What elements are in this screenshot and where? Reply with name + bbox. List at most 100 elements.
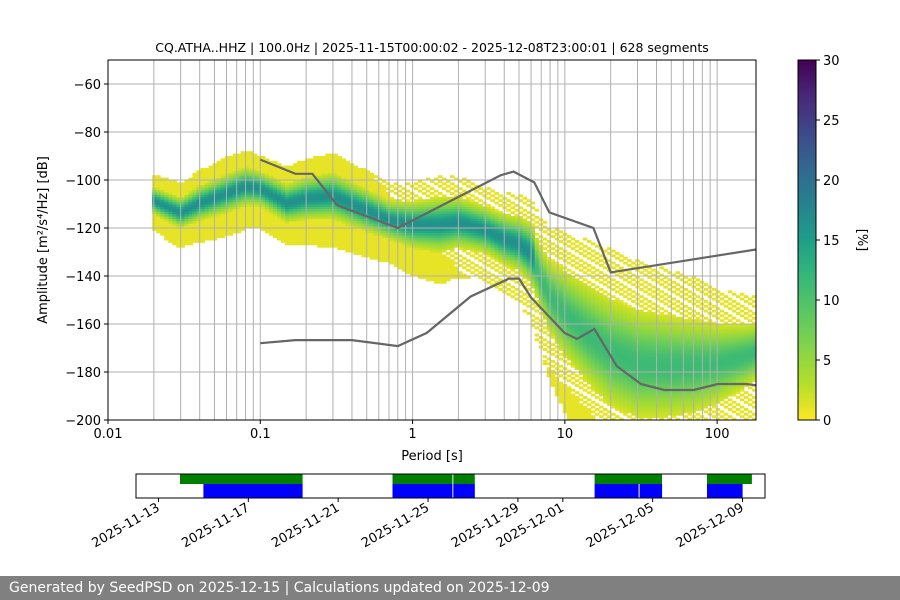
heatmap-cell bbox=[651, 442, 656, 445]
heatmap-cell bbox=[450, 242, 455, 246]
heatmap-cell bbox=[313, 242, 318, 246]
heatmap-cell bbox=[615, 316, 620, 320]
heatmap-cell bbox=[192, 175, 197, 179]
heatmap-cell bbox=[417, 276, 423, 279]
heatmap-cell bbox=[454, 268, 459, 272]
heatmap-cell bbox=[554, 393, 560, 397]
heatmap-cell bbox=[325, 230, 330, 234]
heatmap-cell bbox=[240, 177, 246, 181]
heatmap-cell bbox=[305, 158, 310, 162]
heatmap-cell bbox=[590, 343, 596, 347]
heatmap-cell bbox=[570, 328, 576, 332]
heatmap-cell bbox=[160, 225, 165, 229]
heatmap-cell bbox=[188, 199, 193, 203]
heatmap-cell bbox=[458, 244, 463, 248]
heatmap-cell bbox=[558, 280, 564, 284]
heatmap-cell bbox=[389, 228, 395, 231]
heatmap-cell bbox=[228, 182, 234, 186]
heatmap-cell bbox=[599, 271, 604, 275]
heatmap-cell bbox=[442, 249, 447, 253]
heatmap-cell bbox=[554, 345, 560, 349]
heatmap-cell bbox=[586, 369, 592, 373]
heatmap-cell bbox=[297, 201, 302, 205]
heatmap-cell bbox=[607, 302, 612, 306]
heatmap-cell bbox=[611, 295, 616, 299]
heatmap-cell bbox=[446, 225, 451, 229]
heatmap-cell bbox=[369, 204, 375, 207]
heatmap-cell bbox=[550, 302, 556, 306]
heatmap-cell bbox=[611, 372, 616, 375]
heatmap-cell bbox=[313, 240, 318, 243]
heatmap-cell bbox=[631, 384, 636, 387]
heatmap-cell bbox=[160, 177, 165, 181]
heatmap-cell bbox=[373, 208, 379, 212]
heatmap-cell bbox=[631, 396, 636, 399]
heatmap-cell bbox=[305, 235, 310, 239]
heatmap-cell bbox=[619, 266, 624, 270]
heatmap-cell bbox=[429, 273, 435, 277]
heatmap-cell bbox=[647, 400, 652, 404]
heatmap-cell bbox=[550, 314, 556, 318]
heatmap-cell bbox=[240, 158, 246, 162]
heatmap-cell bbox=[599, 295, 604, 299]
heatmap-cell bbox=[252, 165, 258, 169]
heatmap-cell bbox=[357, 180, 362, 183]
heatmap-cell bbox=[236, 172, 242, 176]
heatmap-cell bbox=[631, 338, 636, 342]
heatmap-cell bbox=[297, 235, 302, 239]
heatmap-cell bbox=[554, 386, 560, 390]
heatmap-cell bbox=[192, 235, 197, 239]
heatmap-cell bbox=[643, 326, 648, 330]
heatmap-cell bbox=[180, 211, 185, 215]
heatmap-cell bbox=[325, 196, 330, 200]
heatmap-cell bbox=[611, 367, 616, 371]
heatmap-cell bbox=[345, 211, 350, 215]
heatmap-cell bbox=[643, 437, 648, 440]
heatmap-cell bbox=[236, 194, 242, 198]
heatmap-cell bbox=[514, 232, 519, 236]
heatmap-cell bbox=[405, 223, 411, 227]
heatmap-cell bbox=[611, 403, 616, 407]
heatmap-cell bbox=[216, 192, 222, 195]
heatmap-cell bbox=[522, 237, 528, 241]
heatmap-cell bbox=[607, 300, 612, 303]
heatmap-cell bbox=[393, 247, 399, 251]
heatmap-cell bbox=[188, 225, 193, 229]
heatmap-cell bbox=[405, 218, 411, 222]
heatmap-cell bbox=[542, 285, 548, 289]
heatmap-cell bbox=[582, 367, 588, 371]
heatmap-cell bbox=[586, 319, 592, 323]
heatmap-cell bbox=[631, 400, 636, 404]
heatmap-cell bbox=[152, 206, 157, 210]
heatmap-cell bbox=[256, 206, 262, 210]
heatmap-cell bbox=[582, 350, 588, 354]
heatmap-cell bbox=[478, 204, 483, 207]
heatmap-cell bbox=[530, 232, 536, 236]
heatmap-cell bbox=[603, 328, 608, 332]
heatmap-cell bbox=[353, 216, 358, 219]
heatmap-cell bbox=[506, 230, 511, 234]
heatmap-cell bbox=[373, 225, 379, 229]
heatmap-cell bbox=[599, 461, 604, 464]
heatmap-cell bbox=[196, 175, 201, 179]
heatmap-cell bbox=[607, 376, 612, 380]
heatmap-cell bbox=[611, 300, 616, 303]
heatmap-cell bbox=[570, 271, 576, 275]
heatmap-cell bbox=[413, 249, 419, 253]
heatmap-cell bbox=[264, 223, 270, 227]
heatmap-cell bbox=[208, 189, 214, 193]
heatmap-cell bbox=[546, 249, 552, 253]
heatmap-cell bbox=[643, 328, 648, 332]
heatmap-cell bbox=[583, 434, 588, 437]
heatmap-cell bbox=[587, 444, 592, 447]
heatmap-cell bbox=[437, 232, 443, 236]
heatmap-cell bbox=[639, 384, 644, 387]
heatmap-cell bbox=[365, 237, 371, 241]
heatmap-cell bbox=[345, 244, 350, 248]
heatmap-cell bbox=[647, 391, 652, 395]
heatmap-cell bbox=[490, 261, 495, 265]
heatmap-cell bbox=[462, 242, 467, 246]
heatmap-cell bbox=[437, 220, 443, 224]
heatmap-cell bbox=[454, 199, 459, 203]
heatmap-cell bbox=[587, 439, 592, 442]
